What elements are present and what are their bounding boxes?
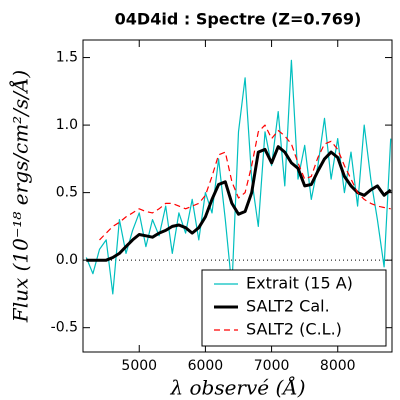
x-tick-label: 8000	[320, 358, 356, 374]
legend-label: SALT2 Cal.	[246, 297, 330, 316]
x-tick-label: 6000	[188, 358, 224, 374]
y-tick-label: 0.5	[56, 185, 78, 201]
legend-label: Extrait (15 A)	[246, 274, 353, 293]
y-tick-label: 1.5	[56, 50, 78, 66]
chart-title: 04D4id : Spectre (Z=0.769)	[115, 10, 362, 29]
plot-frame	[82, 39, 393, 353]
x-tick-label: 5000	[121, 358, 157, 374]
data-line	[99, 124, 391, 241]
y-tick-label: -0.5	[51, 320, 78, 336]
x-tick-label: 7000	[254, 358, 290, 374]
plot-area	[85, 59, 392, 295]
y-tick-label: 1.0	[56, 117, 78, 133]
data-line	[86, 145, 392, 262]
data-line	[85, 59, 392, 295]
x-axis-label: λ observé (Å)	[169, 375, 305, 400]
y-tick-label: 0.0	[56, 252, 78, 268]
legend-label: SALT2 (C.L.)	[246, 320, 342, 339]
y-axis-label: Flux (10⁻¹⁸ ergs/cm²/s/Å)	[8, 70, 33, 323]
